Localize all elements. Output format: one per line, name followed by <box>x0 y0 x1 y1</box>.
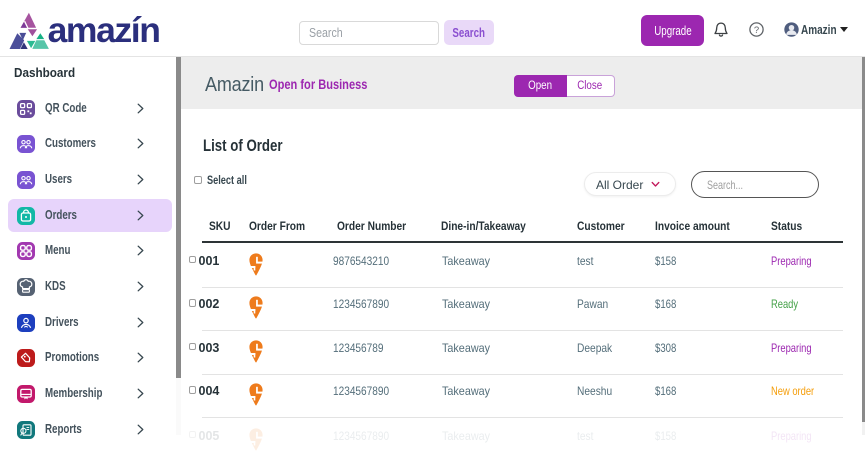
svg-text:amazín: amazín <box>48 10 160 50</box>
svg-text:?: ? <box>753 25 758 36</box>
